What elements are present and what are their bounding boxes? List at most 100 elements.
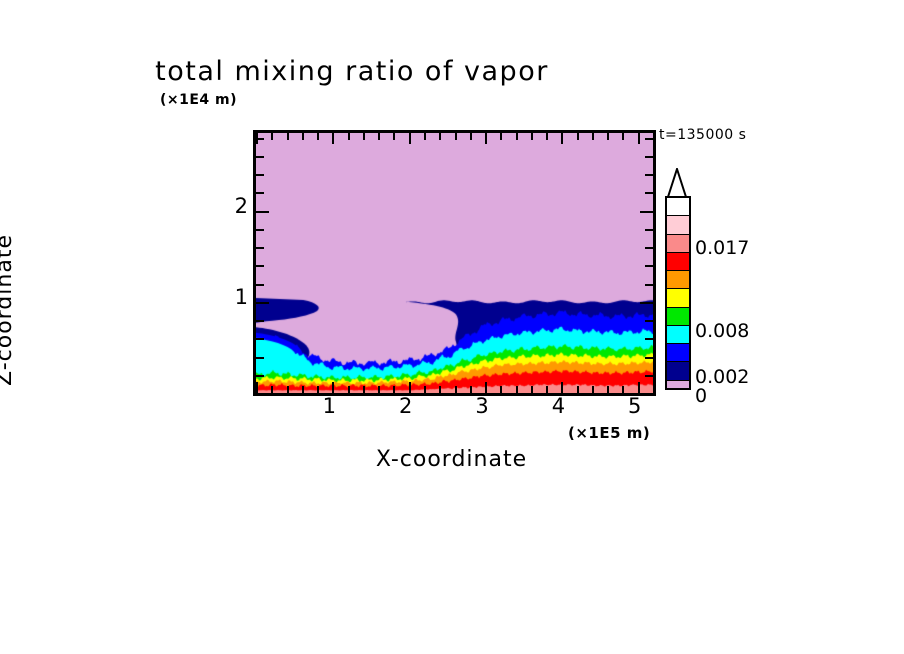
x-minor-tick [455, 386, 457, 393]
x-minor-tick [271, 386, 273, 393]
x-minor-tick [500, 133, 502, 140]
x-minor-tick [287, 386, 289, 393]
x-minor-tick [393, 133, 395, 140]
x-minor-tick [302, 133, 304, 140]
x-major-tick [409, 133, 411, 144]
y-minor-tick [645, 338, 653, 340]
x-minor-tick [424, 386, 426, 393]
y-minor-tick [256, 174, 264, 176]
plot-area [253, 130, 656, 396]
x-minor-tick [424, 133, 426, 140]
y-minor-tick [645, 265, 653, 267]
x-minor-tick [287, 133, 289, 140]
colorbar-band [667, 306, 689, 325]
x-major-tick [638, 382, 640, 393]
x-minor-tick [500, 386, 502, 393]
colorbar-label: 0.017 [695, 237, 750, 259]
x-minor-tick [531, 386, 533, 393]
y-minor-tick [256, 320, 264, 322]
x-minor-tick [363, 386, 365, 393]
y-minor-tick [256, 375, 264, 377]
x-minor-tick [317, 386, 319, 393]
x-minor-tick [546, 133, 548, 140]
y-minor-tick [645, 284, 653, 286]
x-major-tick [638, 133, 640, 144]
y-minor-tick [645, 229, 653, 231]
x-major-tick [485, 133, 487, 144]
y-minor-tick [256, 247, 264, 249]
x-minor-tick [348, 133, 350, 140]
y-minor-tick [256, 284, 264, 286]
x-minor-tick [302, 386, 304, 393]
contour-field-canvas [256, 133, 653, 393]
x-tick-label: 2 [399, 394, 413, 418]
x-minor-tick [439, 386, 441, 393]
x-minor-tick [592, 133, 594, 140]
x-major-tick [561, 133, 563, 144]
x-tick-label: 3 [475, 394, 489, 418]
x-minor-tick [516, 386, 518, 393]
x-minor-tick [622, 133, 624, 140]
x-minor-tick [378, 133, 380, 140]
y-minor-tick [645, 320, 653, 322]
x-minor-tick [470, 386, 472, 393]
y-minor-tick [256, 357, 264, 359]
colorbar-band [667, 233, 689, 252]
x-minor-tick [546, 386, 548, 393]
y-minor-tick [256, 229, 264, 231]
y-minor-tick [256, 192, 264, 194]
y-minor-tick [256, 156, 264, 158]
y-minor-tick [645, 247, 653, 249]
y-axis-title: Z-coordinate [0, 234, 17, 386]
x-minor-tick [577, 133, 579, 140]
y-major-tick [256, 302, 269, 304]
x-major-tick [332, 382, 334, 393]
y-minor-tick [645, 138, 653, 140]
time-annotation: t=135000 s [659, 127, 747, 143]
y-minor-tick [645, 156, 653, 158]
colorbar-band [667, 215, 689, 234]
x-minor-tick [455, 133, 457, 140]
y-major-tick [256, 211, 269, 213]
y-major-tick [640, 211, 653, 213]
x-minor-tick [592, 386, 594, 393]
x-minor-tick [470, 133, 472, 140]
x-minor-tick [607, 386, 609, 393]
x-tick-label: 5 [628, 394, 642, 418]
colorbar-label: 0.008 [695, 320, 750, 342]
x-minor-tick [271, 133, 273, 140]
colorbar-band [667, 270, 689, 289]
x-major-tick [561, 382, 563, 393]
colorbar-band [667, 343, 689, 362]
x-minor-tick [577, 386, 579, 393]
colorbar-band [667, 324, 689, 344]
x-minor-tick [516, 133, 518, 140]
x-minor-tick [531, 133, 533, 140]
colorbar [665, 196, 691, 390]
x-tick-label: 4 [551, 394, 566, 418]
x-major-tick [409, 382, 411, 393]
colorbar-label: 0 [695, 385, 708, 407]
x-axis-title: X-coordinate [375, 447, 528, 472]
y-minor-tick [645, 174, 653, 176]
page-title: total mixing ratio of vapor [155, 56, 549, 87]
y-minor-tick [256, 138, 264, 140]
colorbar-band [667, 251, 689, 271]
y-major-tick [256, 393, 269, 395]
colorbar-label: 0.002 [695, 366, 750, 388]
x-tick-label: 1 [322, 394, 337, 418]
y-tick-label: 2 [234, 193, 248, 218]
x-axis-unit-label: (×1E5 m) [568, 424, 651, 442]
colorbar-arrow-icon [666, 168, 688, 198]
y-axis-unit-label: (×1E4 m) [160, 92, 238, 108]
x-minor-tick [439, 133, 441, 140]
x-minor-tick [393, 386, 395, 393]
y-minor-tick [645, 192, 653, 194]
x-minor-tick [348, 386, 350, 393]
y-minor-tick [645, 375, 653, 377]
y-minor-tick [256, 338, 264, 340]
colorbar-band [667, 379, 689, 388]
x-minor-tick [317, 133, 319, 140]
colorbar-band [667, 361, 689, 380]
